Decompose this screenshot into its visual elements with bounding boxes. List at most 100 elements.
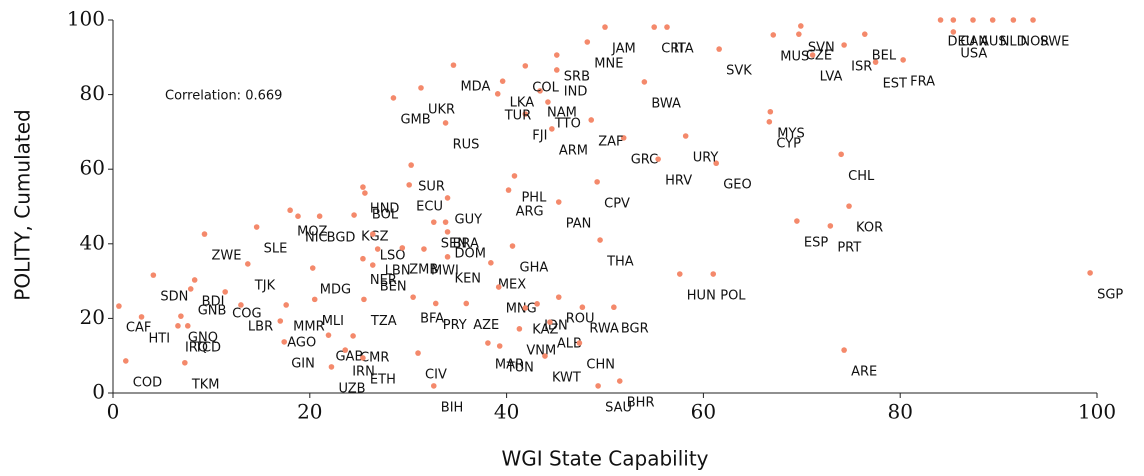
point bbox=[555, 294, 562, 300]
point-label: LBR bbox=[248, 319, 273, 334]
point-label: NIC bbox=[305, 231, 328, 246]
point bbox=[328, 364, 335, 370]
point bbox=[369, 231, 376, 237]
point-label: NLD bbox=[1000, 35, 1027, 50]
point bbox=[796, 31, 802, 37]
point-label: PRT bbox=[837, 240, 861, 255]
point bbox=[311, 296, 318, 303]
point bbox=[495, 284, 502, 290]
point-label: GAB bbox=[335, 350, 363, 365]
point bbox=[766, 119, 773, 125]
point bbox=[1030, 17, 1036, 23]
point bbox=[989, 17, 996, 23]
point bbox=[950, 29, 957, 35]
point-label: IRN bbox=[352, 365, 375, 380]
point-label: RWA bbox=[589, 322, 619, 337]
point bbox=[399, 245, 406, 251]
y-tick-label: 0 bbox=[92, 380, 105, 404]
y-tick-label: 80 bbox=[80, 81, 105, 105]
point bbox=[664, 24, 670, 30]
point-label: TUR bbox=[504, 108, 532, 123]
point-label: MYS bbox=[777, 126, 804, 141]
point bbox=[1010, 17, 1017, 23]
point-label: BHR bbox=[627, 396, 655, 411]
point-label: KEN bbox=[455, 271, 481, 286]
point bbox=[316, 213, 323, 219]
point-label: GMB bbox=[400, 112, 430, 127]
point bbox=[406, 182, 412, 188]
point bbox=[545, 99, 551, 105]
point-label: MLI bbox=[322, 314, 344, 329]
point-label: ARE bbox=[851, 365, 877, 380]
point-label: GUY bbox=[455, 212, 483, 227]
point-label: GNQ bbox=[188, 331, 218, 346]
point bbox=[410, 294, 416, 300]
point-label: NOR bbox=[1020, 35, 1049, 50]
point bbox=[351, 212, 357, 218]
point-label: HRV bbox=[665, 174, 692, 189]
point bbox=[408, 162, 414, 168]
point bbox=[511, 173, 518, 179]
y-tick-label: 40 bbox=[80, 230, 105, 254]
point bbox=[485, 340, 491, 346]
point bbox=[463, 300, 470, 307]
point-label: CAN bbox=[960, 35, 988, 50]
point bbox=[542, 353, 548, 359]
point-label: GRC bbox=[631, 152, 659, 167]
point-label: BWA bbox=[651, 96, 681, 111]
point-label: KOR bbox=[856, 221, 883, 236]
point bbox=[138, 314, 145, 320]
point-label: IND bbox=[564, 84, 588, 99]
point-label: AZE bbox=[473, 318, 499, 333]
point bbox=[418, 85, 424, 91]
point bbox=[390, 95, 397, 101]
point bbox=[588, 117, 595, 123]
point-label: BFA bbox=[420, 312, 444, 327]
point bbox=[444, 195, 451, 201]
point-label: ARG bbox=[516, 205, 544, 220]
point-label: CYP bbox=[776, 136, 801, 151]
point-label: COL bbox=[532, 80, 559, 95]
point bbox=[496, 343, 503, 349]
point-label: CMR bbox=[360, 350, 389, 365]
point-label: TUN bbox=[506, 361, 534, 376]
point bbox=[488, 260, 494, 266]
point bbox=[442, 219, 449, 225]
point-label: SGP bbox=[1097, 287, 1123, 302]
point bbox=[238, 302, 244, 308]
point bbox=[362, 190, 368, 196]
point bbox=[444, 254, 451, 260]
point-label: SUR bbox=[418, 180, 445, 195]
point bbox=[841, 347, 847, 353]
point bbox=[798, 23, 804, 29]
y-tick-label: 100 bbox=[67, 7, 105, 31]
point bbox=[937, 17, 944, 23]
point-label: GIN bbox=[291, 356, 315, 371]
point bbox=[178, 313, 184, 319]
point-label: PRY bbox=[443, 318, 467, 333]
point-label: BGR bbox=[621, 322, 649, 337]
x-tick-label: 0 bbox=[107, 400, 120, 424]
point bbox=[579, 304, 586, 311]
point bbox=[861, 31, 868, 37]
point-label: GHA bbox=[520, 261, 549, 276]
point bbox=[287, 207, 293, 214]
x-axis-title: WGI State Capability bbox=[501, 447, 708, 471]
point bbox=[553, 52, 560, 58]
point bbox=[555, 199, 562, 205]
x-tick-label: 100 bbox=[1078, 400, 1116, 424]
point-label: BIH bbox=[441, 400, 464, 415]
point-label: SVN bbox=[808, 40, 835, 55]
point bbox=[444, 229, 451, 235]
point bbox=[253, 224, 260, 230]
x-tick-label: 40 bbox=[494, 400, 519, 424]
point-label: VNM bbox=[526, 343, 556, 358]
point bbox=[620, 135, 627, 141]
point bbox=[191, 277, 198, 283]
point-label: SEN bbox=[441, 237, 467, 252]
point bbox=[361, 296, 367, 303]
point bbox=[576, 340, 583, 346]
point-label: MNG bbox=[506, 302, 537, 317]
point-label: CHL bbox=[848, 169, 875, 184]
